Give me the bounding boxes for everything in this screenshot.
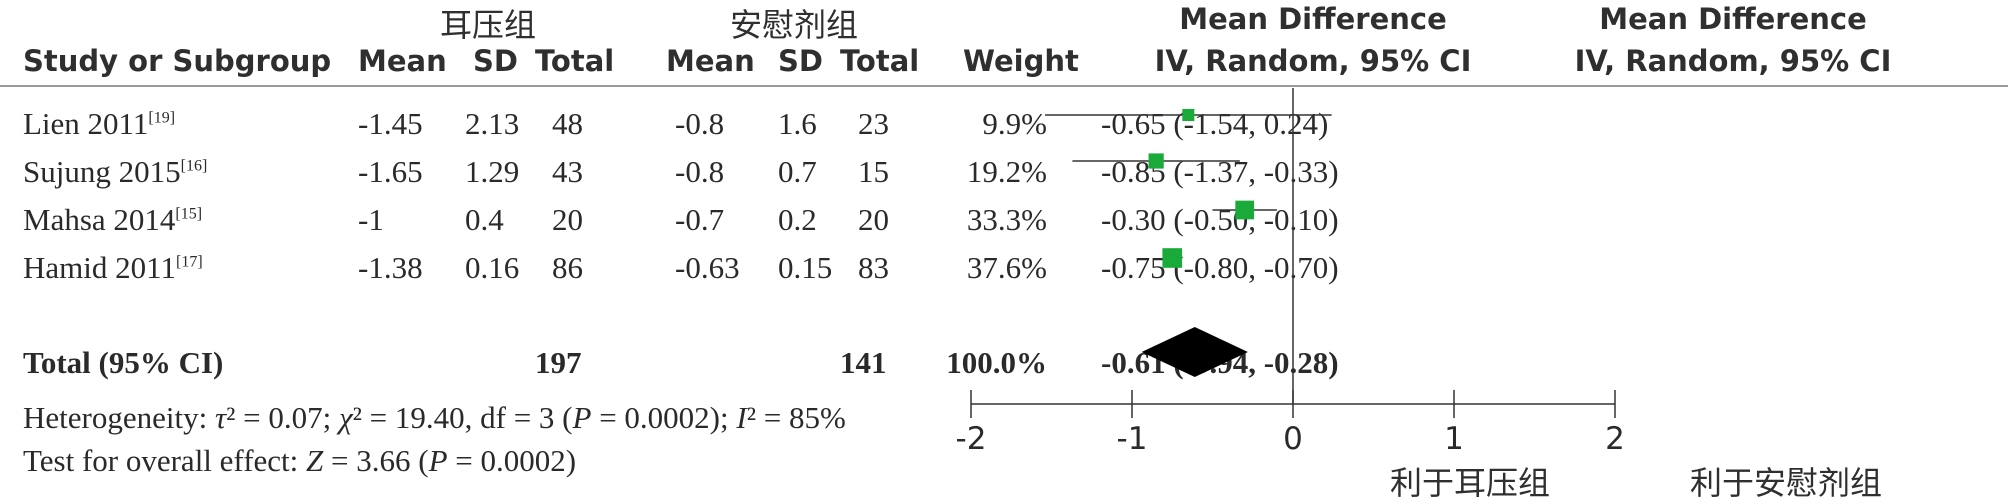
x-axis-tick-label: -1 (1117, 421, 1148, 457)
mean2-value: -0.8 (675, 106, 725, 141)
reference-marker: [19] (148, 109, 176, 127)
mean2-value: -0.7 (675, 202, 725, 237)
sd2-column-header: SD (778, 44, 823, 78)
mean1-value: -1 (358, 202, 384, 237)
weight-value: 19.2% (966, 154, 1047, 189)
sd1-value: 0.16 (465, 250, 520, 285)
total2-column-header: Total (840, 44, 920, 78)
md-column-subtitle: IV, Random, 95% CI (1154, 44, 1472, 78)
study-name: Lien 2011[19] (23, 106, 176, 141)
study-name: Sujung 2015[16] (23, 154, 208, 189)
sd2-value: 1.6 (778, 106, 817, 141)
weight-value: 9.9% (982, 106, 1047, 141)
study-name: Mahsa 2014[15] (23, 202, 203, 237)
study-column-header: Study or Subgroup (23, 44, 332, 78)
heterogeneity-stats: Heterogeneity: τ² = 0.07; χ² = 19.40, df… (23, 400, 846, 435)
md-ci-value: -0.75 (-0.80, -0.70) (1101, 250, 1339, 285)
total1-value: 48 (552, 106, 583, 141)
total1-value: 43 (552, 154, 583, 189)
md-ci-value: -0.85 (-1.37, -0.33) (1101, 154, 1339, 189)
reference-marker: [17] (175, 253, 203, 271)
md-ci-value: -0.30 (-0.50, -0.10) (1101, 202, 1339, 237)
sd1-column-header: SD (473, 44, 518, 78)
total1-sum: 197 (535, 345, 582, 380)
total1-column-header: Total (535, 44, 615, 78)
x-axis-tick-label: -2 (956, 421, 987, 457)
total1-value: 86 (552, 250, 583, 285)
favours-placebo-label: 利于安慰剂组 (1689, 464, 1883, 502)
total2-value: 15 (858, 154, 889, 189)
md-ci-value: -0.65 (-1.54, 0.24) (1101, 106, 1329, 141)
x-axis-tick-label: 1 (1444, 421, 1464, 457)
weight-column-header: Weight (963, 44, 1079, 78)
mean1-value: -1.45 (358, 106, 423, 141)
mean1-value: -1.65 (358, 154, 423, 189)
group-header-treatment: 耳压组 (440, 6, 537, 44)
overall-effect-test: Test for overall effect: Z = 3.66 (P = 0… (23, 443, 577, 478)
x-axis-tick-label: 0 (1283, 421, 1303, 457)
weight-value: 37.6% (966, 250, 1047, 285)
mean2-value: -0.63 (675, 250, 740, 285)
total-label: Total (95% CI) (23, 345, 224, 380)
study-name: Hamid 2011[17] (23, 250, 203, 285)
total-weight: 100.0% (946, 345, 1047, 380)
sd1-value: 2.13 (465, 106, 520, 141)
group-header-placebo: 安慰剂组 (730, 6, 859, 44)
study-effect-marker (1148, 153, 1164, 169)
study-effect-marker (1182, 108, 1195, 122)
reference-marker: [15] (175, 205, 203, 223)
plot-column-title: Mean Difference (1599, 2, 1867, 36)
favours-treatment-label: 利于耳压组 (1389, 464, 1551, 502)
pooled-effect-diamond (1141, 327, 1248, 377)
header-divider (0, 85, 2008, 87)
mean1-value: -1.38 (358, 250, 423, 285)
total2-sum: 141 (840, 345, 887, 380)
sd1-value: 0.4 (465, 202, 504, 237)
sd2-value: 0.15 (778, 250, 833, 285)
reference-marker: [16] (180, 157, 208, 175)
sd2-value: 0.2 (778, 202, 817, 237)
plot-column-subtitle: IV, Random, 95% CI (1574, 44, 1892, 78)
mean2-value: -0.8 (675, 154, 725, 189)
sd1-value: 1.29 (465, 154, 520, 189)
mean1-column-header: Mean (358, 44, 447, 78)
study-effect-marker (1235, 200, 1255, 220)
sd2-value: 0.7 (778, 154, 817, 189)
total2-value: 20 (858, 202, 889, 237)
total1-value: 20 (552, 202, 583, 237)
total2-value: 83 (858, 250, 889, 285)
weight-value: 33.3% (966, 202, 1047, 237)
md-column-title: Mean Difference (1179, 2, 1447, 36)
study-effect-marker (1162, 248, 1183, 268)
mean2-column-header: Mean (666, 44, 755, 78)
x-axis-tick-label: 2 (1605, 421, 1625, 457)
total2-value: 23 (858, 106, 889, 141)
